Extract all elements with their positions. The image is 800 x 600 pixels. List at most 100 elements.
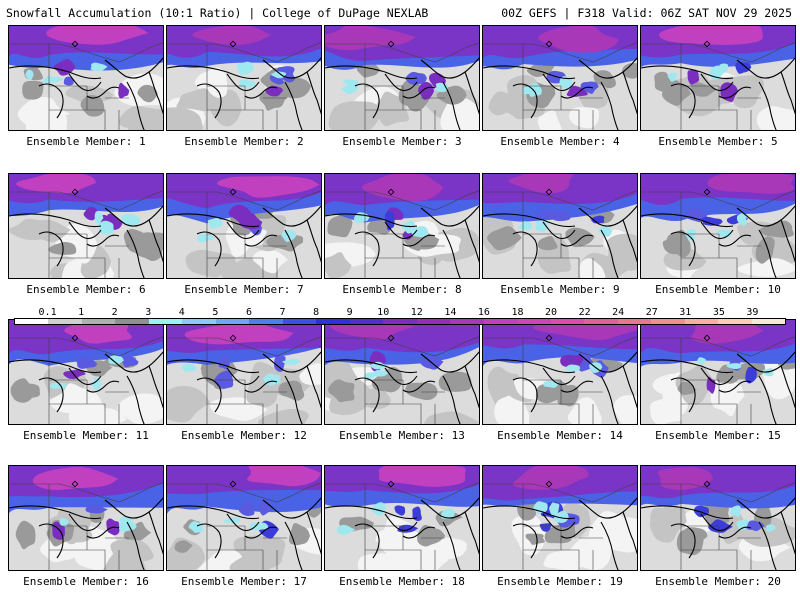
coastline: [420, 497, 479, 519]
state-border: [207, 109, 264, 130]
colorbar-tick-label: 4: [178, 307, 185, 318]
trace-snow-area: [519, 221, 533, 230]
lake-effect-snow: [63, 369, 86, 380]
moderate-snow-area: [278, 380, 305, 401]
colorbar-swatch: [282, 319, 317, 324]
coastline: [262, 351, 321, 373]
chart-title: Snowfall Accumulation (10:1 Ratio) | Col…: [6, 6, 429, 20]
trace-snow-area: [59, 517, 70, 527]
coastline: [718, 234, 752, 247]
coastline: [86, 234, 120, 247]
lake-effect-snow: [63, 76, 74, 86]
member-caption: Ensemble Member: 15: [655, 429, 781, 442]
location-marker: [545, 40, 553, 48]
state-border: [9, 190, 163, 211]
state-border: [641, 482, 795, 503]
moderate-snow-area: [666, 229, 691, 258]
light-snow-area: [357, 553, 399, 570]
snow-band-magenta: [247, 466, 321, 487]
colorbar-swatch: [584, 319, 618, 324]
moderate-snow-area: [327, 215, 353, 238]
colorbar-swatch: [81, 319, 116, 324]
coastline: [167, 65, 260, 80]
colorbar-swatch: [684, 319, 719, 324]
moderate-snow-area: [417, 524, 446, 547]
trace-snow-area: [543, 380, 559, 388]
coastline: [780, 365, 795, 409]
coastline: [284, 521, 303, 570]
ensemble-member-map: [8, 319, 164, 425]
coastline: [244, 526, 278, 539]
coastline: [384, 513, 418, 532]
coastline: [483, 65, 576, 80]
trace-snow-area: [411, 226, 429, 238]
moderate-snow-area: [487, 226, 522, 251]
light-snow-area: [569, 107, 599, 129]
coastline: [196, 83, 222, 119]
snowfall-map: [167, 26, 321, 130]
coastline: [284, 375, 303, 424]
lake-effect-snow: [706, 376, 716, 394]
trace-snow-area: [766, 524, 777, 533]
coastline: [442, 229, 461, 278]
trace-snow-area: [736, 213, 747, 226]
lake-effect-snow: [76, 357, 98, 369]
coastline: [104, 205, 163, 227]
light-snow-area: [537, 110, 562, 130]
coastline: [148, 511, 163, 555]
coastline: [718, 380, 752, 393]
coastline: [384, 367, 418, 386]
member-caption: Ensemble Member: 9: [500, 283, 620, 296]
location-marker: [71, 334, 79, 342]
colorbar-swatch: [48, 319, 82, 324]
coastline: [86, 380, 120, 393]
coastline: [148, 365, 163, 409]
snow-band-magenta: [707, 174, 795, 194]
coastline: [512, 231, 538, 267]
snowfall-colorbar: 0.1 1 2 3 4 5 6 7 8 9 10 12 14 16 18 20 22 24 27 31 35 39: [14, 307, 786, 331]
trace-snow-area: [364, 372, 377, 380]
coastline: [736, 205, 795, 227]
coastline: [354, 523, 380, 559]
lake-effect-snow: [720, 82, 739, 102]
moderate-snow-area: [676, 527, 704, 556]
trace-snow-area: [726, 363, 742, 370]
trace-snow-area: [236, 61, 254, 76]
colorbar-tick-label: 39: [746, 307, 759, 318]
colorbar-swatch: [416, 319, 451, 324]
lake-effect-snow: [708, 519, 733, 533]
coastline: [758, 229, 777, 278]
colorbar-swatch: [450, 319, 484, 324]
colorbar-tick-label: 20: [545, 307, 558, 318]
coastline: [578, 57, 637, 79]
coastline: [641, 65, 734, 80]
colorbar-swatch: [249, 319, 283, 324]
ensemble-member-map: [482, 319, 638, 425]
coastline: [600, 229, 619, 278]
member-caption: Ensemble Member: 5: [658, 135, 778, 148]
coastline: [560, 234, 594, 247]
moderate-snow-area: [622, 62, 637, 79]
colorbar-swatch: [550, 319, 585, 324]
member-caption: Ensemble Member: 11: [23, 429, 149, 442]
state-border: [641, 336, 795, 357]
moderate-snow-area: [654, 71, 672, 93]
state-border: [365, 109, 422, 130]
lake-effect-snow: [425, 354, 444, 370]
trace-snow-area: [249, 522, 269, 531]
lake-effect-snow: [539, 523, 552, 532]
colorbar-tick-label: 14: [444, 307, 457, 318]
state-border: [325, 482, 479, 503]
coastline: [104, 351, 163, 373]
member-caption: Ensemble Member: 16: [23, 575, 149, 588]
location-marker: [229, 188, 237, 196]
snowfall-map: [9, 320, 163, 424]
coastline: [9, 213, 102, 228]
location-marker: [229, 334, 237, 342]
coastline: [641, 213, 734, 228]
state-border: [523, 257, 580, 278]
state-border: [167, 42, 321, 63]
colorbar-tick-label: 10: [377, 307, 390, 318]
light-snow-area: [756, 106, 795, 130]
colorbar-swatch: [651, 319, 685, 324]
